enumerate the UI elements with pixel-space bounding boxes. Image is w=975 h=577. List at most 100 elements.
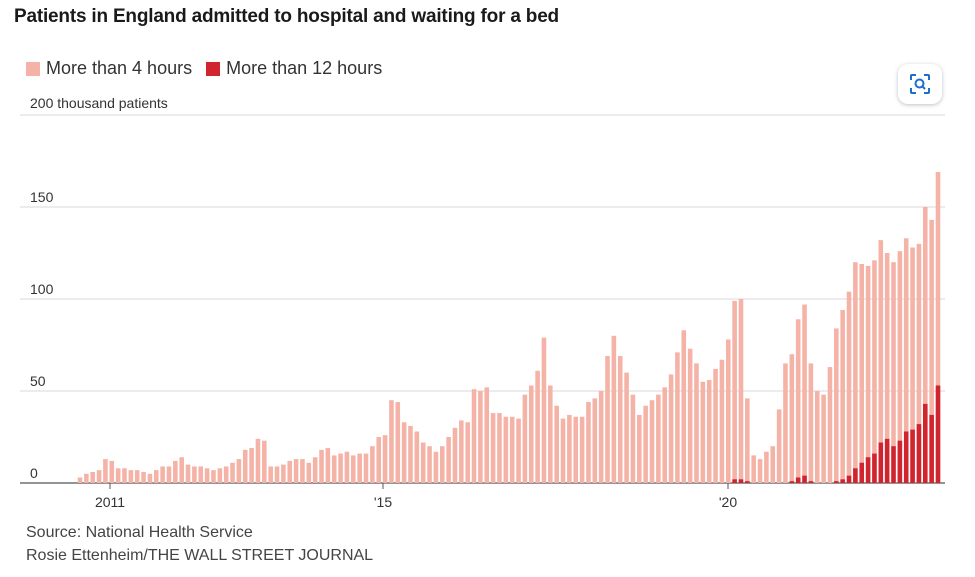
bar-4h [433,451,439,483]
bar-4h [376,437,381,483]
bar-4h [929,219,934,483]
bar-4h [859,264,865,483]
bar-4h [903,238,909,483]
bar-4h [821,394,826,483]
zoom-button[interactable] [898,64,942,104]
bar-12h [853,468,858,483]
bar-4h [573,416,579,483]
bar-4h [535,370,540,483]
bar-12h [872,453,877,483]
bar-4h [840,310,845,483]
bar-4h [541,337,547,483]
bar-4h [528,385,534,483]
chart-title: Patients in England admitted to hospital… [14,6,559,27]
bar-4h [713,368,718,483]
bar-4h [567,414,572,483]
bar-4h [738,299,744,483]
bar-4h [223,466,229,483]
bar-4h [262,440,267,483]
bar-4h [910,247,915,483]
x-tick-label: 2011 [95,494,125,510]
bar-4h [465,422,470,483]
bar-4h [770,446,776,483]
bar-4h [732,300,737,483]
bar-4h [351,455,356,483]
bar-4h [109,460,115,483]
bar-4h [452,427,458,483]
bar-4h [389,400,394,483]
bar-4h [484,387,490,483]
bar-4h [293,459,299,483]
bar-4h [764,451,769,483]
bar-4h [185,464,191,483]
bar-4h [274,466,280,483]
bar-4h [90,471,95,483]
bar-4h [560,418,566,483]
bar-4h [643,405,648,483]
bar-4h [338,453,343,483]
bar-4h [420,442,426,483]
bar-4h [617,356,623,483]
bar-4h [579,416,585,483]
bar-4h [751,455,756,483]
bar-4h [719,359,725,483]
bar-4h [611,335,617,483]
legend-swatch-12h [206,61,221,76]
bar-4h [306,462,312,483]
bar-4h [853,262,858,483]
bar-4h [878,240,884,483]
bar-12h [802,475,807,483]
bar-4h [96,470,102,483]
bar-4h [331,455,337,483]
bar-4h [84,473,89,483]
bar-4h [408,425,413,483]
bar-4h [478,391,483,483]
bar-4h [427,446,432,483]
credit-note: Rosie Ettenheim/THE WALL STREET JOURNAL [26,547,374,564]
bar-4h [783,363,788,483]
bar-4h [490,413,496,483]
bar-12h [846,475,852,483]
bar-4h [637,414,642,483]
bar-4h [236,459,242,483]
bar-4h [115,468,121,483]
bar-12h [795,477,801,483]
bar-4h [497,413,502,483]
bar-4h [884,253,890,483]
bar-4h [662,387,667,483]
y-tick-label: 150 [30,189,54,205]
bar-4h [198,466,204,483]
bar-4h [414,431,420,483]
bar-4h [439,446,445,483]
bar-12h [891,446,896,483]
bar-4h [592,398,598,483]
bar-4h [242,449,248,483]
bar-4h [548,385,553,483]
bar-12h [897,440,903,483]
bar-4h [795,319,801,483]
bar-4h [382,435,388,483]
zoom-icon [910,74,930,94]
bar-12h [916,424,922,483]
bar-4h [230,462,235,483]
bar-4h [605,356,610,483]
x-tick-label: '20 [719,494,737,510]
bar-4h [700,381,706,483]
bar-4h [357,453,362,483]
bar-4h [935,172,941,484]
bar-4h [312,457,318,483]
bar-4h [725,339,731,483]
bar-4h [103,459,108,483]
bar-12h [732,479,737,483]
bar-4h [287,460,293,483]
bar-4h [624,372,629,483]
bar-12h [745,481,750,483]
bar-4h [897,251,903,483]
bar-12h [808,481,814,483]
legend-label-4h: More than 4 hours [46,58,193,78]
bar-12h [865,457,871,483]
legend-item-12h: More than 12 hours [206,58,382,79]
bar-4h [122,468,127,483]
bar-4h [630,394,636,483]
